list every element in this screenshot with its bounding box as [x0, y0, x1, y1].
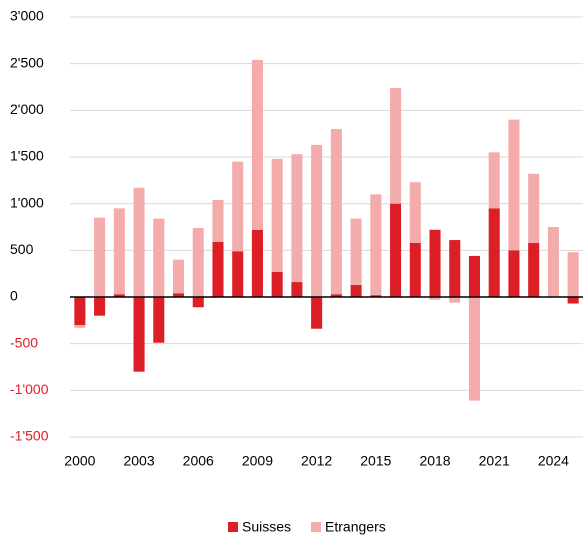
bar [547, 227, 559, 297]
bar [291, 154, 303, 283]
x-tick-label: 2024 [538, 453, 569, 469]
bar [271, 271, 283, 297]
legend-label: Suisses [242, 519, 291, 535]
bar [113, 208, 125, 295]
bar [567, 252, 579, 297]
bar [528, 242, 540, 297]
bar [350, 218, 362, 285]
bar [508, 119, 520, 251]
y-tick-label: -500 [10, 334, 38, 350]
legend-swatch [228, 522, 238, 532]
y-tick-label: 0 [10, 288, 18, 304]
bar [488, 208, 500, 297]
bar [212, 199, 224, 242]
bar [370, 295, 382, 297]
y-tick-label: -1'500 [10, 428, 49, 444]
x-tick-label: 2015 [360, 453, 391, 469]
legend-swatch [311, 522, 322, 532]
bar [133, 187, 145, 297]
bar [271, 158, 283, 272]
bar [449, 240, 461, 297]
bar [172, 259, 185, 294]
x-tick-label: 2006 [183, 453, 214, 469]
bar [330, 129, 342, 295]
bar [390, 87, 402, 204]
bar [508, 250, 520, 297]
y-tick-label: 2'000 [10, 101, 44, 117]
bar [153, 297, 165, 343]
bar [153, 218, 165, 297]
x-tick-label: 2000 [64, 453, 95, 469]
bar [74, 325, 86, 328]
y-tick-label: 1'000 [10, 194, 44, 210]
y-tick-label: 500 [10, 241, 34, 257]
legend-label: Etrangers [325, 519, 386, 535]
bar [528, 173, 540, 243]
bar [212, 241, 224, 297]
x-tick-label: 2009 [242, 453, 273, 469]
bar [429, 297, 441, 300]
bar [133, 297, 145, 372]
bar [449, 297, 461, 303]
bar [232, 251, 244, 297]
bar [468, 297, 481, 401]
bar [330, 294, 342, 297]
bar [311, 297, 323, 329]
bar [350, 284, 362, 297]
bar [390, 203, 402, 297]
bar [232, 161, 244, 252]
bar [113, 294, 125, 297]
bar [468, 255, 481, 297]
bar [311, 144, 323, 297]
bar [94, 297, 106, 316]
bar [94, 217, 106, 297]
bar [251, 229, 263, 297]
x-tick-label: 2018 [419, 453, 450, 469]
bar [429, 229, 441, 297]
bar [251, 59, 263, 230]
bar [192, 297, 204, 308]
x-tick-label: 2003 [123, 453, 154, 469]
y-tick-label: -1'000 [10, 381, 49, 397]
x-tick-label: 2012 [301, 453, 332, 469]
bar [172, 293, 185, 297]
y-tick-label: 1'500 [10, 148, 44, 164]
bar [567, 297, 579, 304]
bar [409, 182, 421, 243]
bar [370, 194, 382, 296]
y-tick-label: 3'000 [10, 8, 44, 24]
y-tick-label: 2'500 [10, 54, 44, 70]
bar [192, 227, 204, 297]
bar [409, 242, 421, 297]
bar [291, 282, 303, 297]
bar [74, 297, 86, 325]
bar [488, 152, 500, 209]
x-tick-label: 2021 [479, 453, 510, 469]
